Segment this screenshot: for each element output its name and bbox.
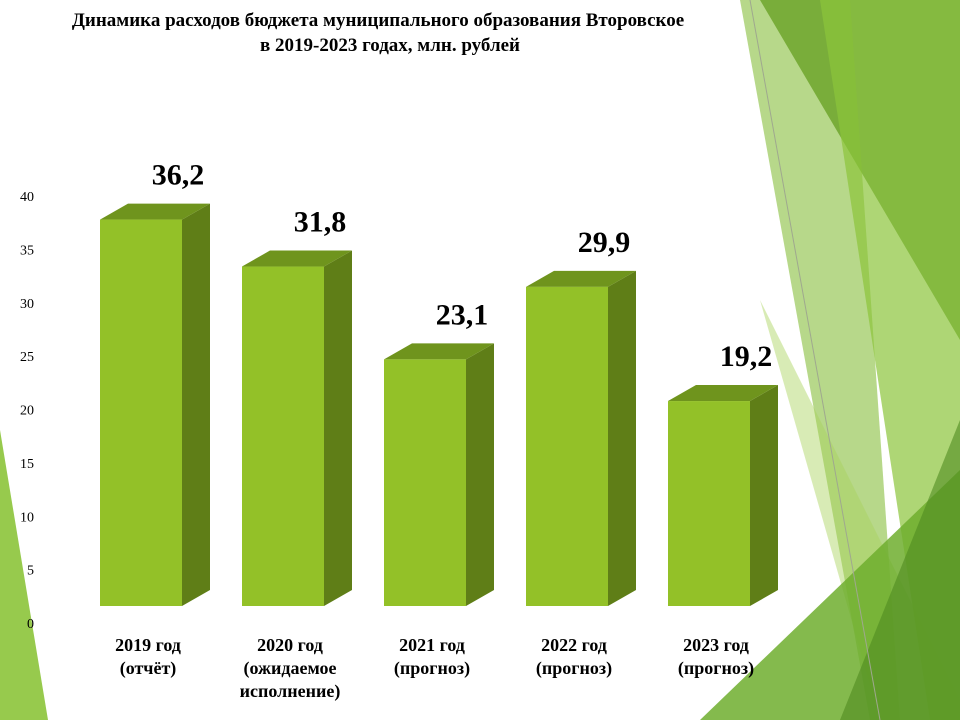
bar-side (608, 270, 636, 606)
x-tick-label: 2020 год (ожидаемое исполнение) (215, 634, 365, 703)
x-tick-label-line: 2022 год (541, 635, 607, 655)
x-tick-label-line: (ожидаемое (243, 658, 337, 678)
y-tick-label: 35 (20, 243, 34, 258)
bar (526, 286, 608, 606)
y-tick-label: 40 (20, 190, 34, 205)
bar (242, 266, 324, 606)
bar-top (384, 343, 494, 360)
y-tick-label: 5 (27, 564, 34, 579)
x-tick-label: 2022 год (прогноз) (499, 634, 649, 680)
x-tick-label-line: (отчёт) (119, 658, 177, 678)
y-tick-label: 10 (20, 510, 34, 525)
bar-side (324, 250, 352, 606)
x-tick-label-line: (прогноз) (535, 658, 613, 678)
bar (100, 219, 182, 606)
bar-top (100, 203, 210, 220)
x-tick-label-line: 2019 год (115, 635, 181, 655)
x-tick-label-line: исполнение) (239, 681, 341, 701)
bar-side (750, 385, 778, 606)
bar-value-label: 29,9 (578, 226, 631, 259)
y-tick-label: 30 (20, 297, 34, 312)
decor-line (749, 0, 881, 720)
bar-side (466, 343, 494, 606)
x-tick-label: 2023 год (прогноз) (641, 634, 791, 680)
decor-shape (0, 430, 48, 720)
bar-value-label: 31,8 (294, 206, 347, 239)
bar-top (242, 250, 352, 267)
bar (384, 359, 466, 606)
x-tick-label: 2021 год (прогноз) (357, 634, 507, 680)
y-tick-label: 0 (27, 617, 34, 632)
chart-title-line-1: Динамика расходов бюджета муниципального… (71, 10, 685, 31)
x-tick-label-line: 2021 год (399, 635, 465, 655)
y-tick-label: 20 (20, 404, 34, 419)
bar (668, 401, 750, 606)
bar-side (182, 203, 210, 606)
y-tick-label: 15 (20, 457, 34, 472)
x-tick-label-line: 2020 год (257, 635, 323, 655)
y-tick-label: 25 (20, 350, 34, 365)
x-tick-label-line: (прогноз) (393, 658, 471, 678)
bar-top (668, 385, 778, 402)
x-tick-label-line: (прогноз) (677, 658, 755, 678)
chart-title-line-2: в 2019-2023 годах, млн. рублей (260, 35, 520, 56)
bar-value-label: 36,2 (152, 159, 205, 192)
bar-value-label: 23,1 (436, 298, 489, 331)
decor-shape (840, 420, 960, 720)
x-tick-label-line: 2023 год (683, 635, 749, 655)
bar-value-label: 19,2 (720, 340, 773, 373)
x-tick-label: 2019 год (отчёт) (73, 634, 223, 680)
bar-top (526, 270, 636, 287)
chart-title: Динамика расходов бюджета муниципального… (0, 8, 760, 58)
